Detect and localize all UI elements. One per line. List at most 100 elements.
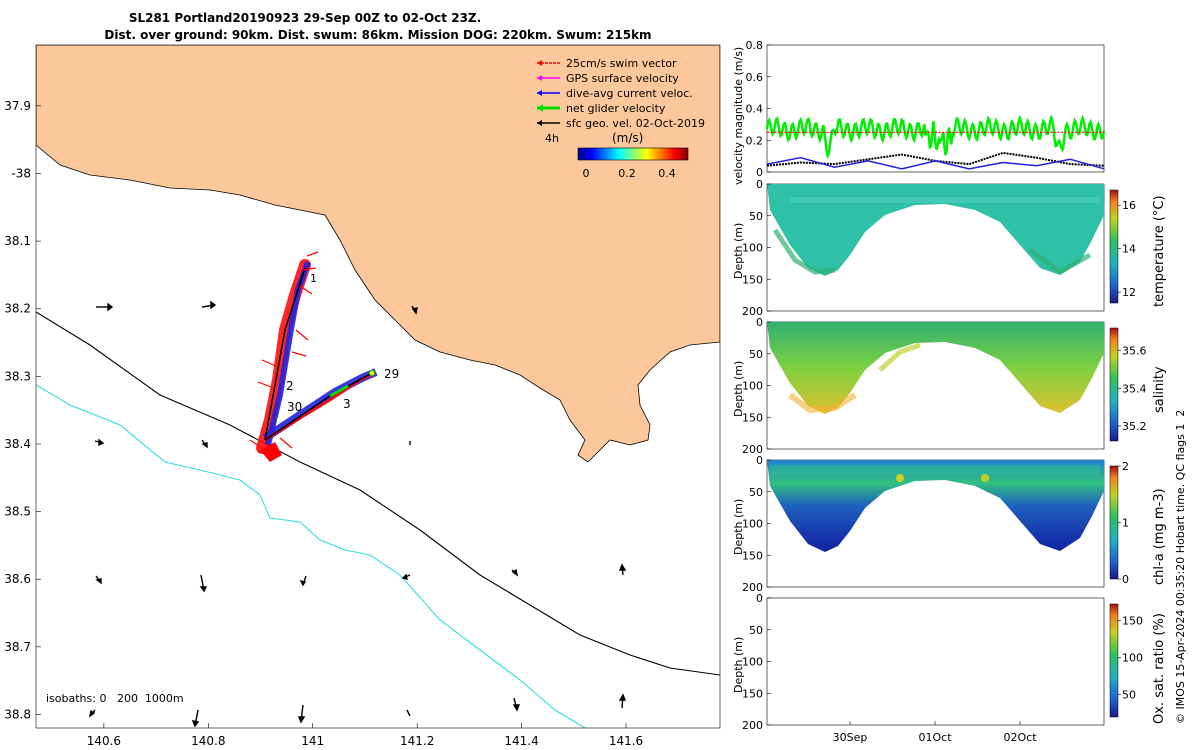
map-xtick-label: 140.6 (87, 734, 121, 748)
map-panel: 1 29 2 30 3 (4, 44, 721, 748)
net-velocity-series (765, 114, 1106, 160)
track-label-30: 30 (287, 400, 302, 414)
chla-field (767, 460, 1104, 552)
time-tick-label: 01Oct (918, 731, 952, 744)
salinity-cbar-label: salinity (1152, 366, 1167, 413)
map-ytick-label: 38.4 (4, 437, 31, 451)
legend-label-net: net glider velocity (566, 102, 666, 115)
legend-unit-label: (m/s) (612, 131, 643, 145)
temperature-field (767, 184, 1104, 276)
track-label-2: 2 (286, 379, 294, 393)
colorbar-tick-label: 150 (1122, 614, 1143, 627)
time-tick-label: 30Sep (833, 731, 868, 744)
map-ytick-label: 38.6 (4, 572, 31, 586)
colorbar-tick-0.4: 0.4 (658, 167, 676, 180)
velocity-panel: 0 0.2 0.4 0.6 0.8 velocity magnitude (m/s) (732, 39, 1106, 185)
title-line-1: SL281 Portland20190923 29-Sep 00Z to 02-… (129, 11, 481, 25)
temperature-section: Depth (m) temperature (°C) 0 50 100 150 200 1… (732, 178, 1167, 318)
colorbar-tick-label: 14 (1122, 243, 1136, 256)
depth-tick-label: 50 (749, 624, 763, 637)
sfc-geo-velocity-arrows (88, 300, 627, 728)
map-ytick-label: 37.9 (4, 99, 31, 113)
map-xtick-label: 141 (301, 734, 324, 748)
depth-tick-label: 200 (742, 719, 763, 732)
track-label-1: 1 (310, 272, 317, 285)
legend-label-sfc-geo: sfc geo. vel. 02-Oct-2019 (566, 117, 705, 130)
depth-tick-label: 50 (749, 210, 763, 223)
depth-tick-label: 100 (742, 518, 763, 531)
isobath-label: isobaths: 0 200 1000m (46, 692, 184, 705)
salinity-ylabel: Depth (m) (732, 361, 745, 417)
map-ytick-label: 38.7 (4, 640, 31, 654)
colorbar-tick-label: 50 (1122, 689, 1136, 702)
chla-colorbar (1109, 465, 1119, 580)
depth-tick-label: 150 (742, 687, 763, 700)
velocity-ylabel: velocity magnitude (m/s) (732, 47, 745, 185)
depth-tick-label: 0 (756, 316, 763, 329)
map-ytick-label: 38.5 (4, 505, 31, 519)
dive-avg-speed-series (766, 156, 1105, 170)
colorbar-tick-0: 0 (583, 167, 590, 180)
map-xtick-label: 141.2 (400, 734, 434, 748)
map-ytick-label: 38.1 (4, 234, 31, 248)
temperature-colorbar (1109, 189, 1119, 304)
map-xtick-label: 141.4 (504, 734, 538, 748)
isobath-200m (36, 311, 720, 676)
credit-text: © IMOS 15-Apr-2024 00:35:20 Hobart time.… (1174, 410, 1187, 724)
oxygen-colorbar (1109, 603, 1119, 718)
depth-tick-label: 200 (742, 581, 763, 594)
track-label-29: 29 (384, 367, 399, 381)
oxygen-ylabel: Depth (m) (732, 637, 745, 693)
salinity-field (767, 322, 1104, 414)
depth-tick-label: 100 (742, 656, 763, 669)
salinity-colorbar (1109, 327, 1119, 442)
velocity-ytick-label: 0.8 (746, 39, 764, 52)
title-line-2: Dist. over ground: 90km. Dist. swum: 86k… (104, 28, 651, 42)
colorbar-tick-label: 35.6 (1122, 345, 1147, 358)
depth-tick-label: 50 (749, 348, 763, 361)
depth-tick-label: 200 (742, 305, 763, 318)
colorbar-tick-label: 100 (1122, 652, 1143, 665)
depth-tick-label: 0 (756, 454, 763, 467)
colorbar-tick-label: 2 (1122, 460, 1129, 473)
depth-tick-label: 100 (742, 242, 763, 255)
velocity-ytick-label: 0.2 (746, 134, 764, 147)
chla-ylabel: Depth (m) (732, 499, 745, 555)
depth-tick-label: 150 (742, 411, 763, 424)
temperature-cbar-label: temperature (°C) (1152, 195, 1167, 307)
colorbar-tick-label: 16 (1122, 199, 1136, 212)
map-ytick-label: 38.3 (4, 369, 31, 383)
map-land (36, 45, 720, 463)
legend-time-label: 4h (545, 132, 559, 145)
map-legend: 25cm/s swim vector GPS surface velocity … (537, 57, 705, 180)
depth-tick-label: 0 (756, 592, 763, 605)
isobath-1000m (36, 384, 586, 728)
velocity-ytick-label: 0.6 (746, 71, 764, 84)
colorbar-tick-label: 35.2 (1122, 420, 1147, 433)
depth-tick-label: 50 (749, 486, 763, 499)
depth-tick-label: 0 (756, 178, 763, 191)
colorbar-tick-0.2: 0.2 (618, 167, 636, 180)
colorbar-tick-label: 0 (1122, 573, 1129, 586)
velocity-ytick-label: 0.4 (746, 103, 764, 116)
depth-tick-label: 150 (742, 549, 763, 562)
colorbar-tick-label: 35.4 (1122, 382, 1147, 395)
velocity-ytick-label: 0 (756, 166, 763, 179)
map-ytick-label: -38 (11, 166, 31, 180)
depth-tick-label: 200 (742, 443, 763, 456)
oxygen-section: Depth (m) Ox. sat. ratio (%) 0 50 100 150 20… (732, 592, 1167, 744)
map-axes: 140.6 140.8 141 141.2 141.4 141.6 37.9 -38 38.1 3… (4, 99, 643, 748)
chla-cbar-label: chl-a (mg m-3) (1152, 488, 1167, 585)
map-xtick-label: 140.8 (191, 734, 225, 748)
salinity-section: Depth (m) salinity 0 50 100 150 200 35.2 35.4 3… (732, 316, 1167, 456)
depth-tick-label: 150 (742, 273, 763, 286)
depth-tick-label: 100 (742, 380, 763, 393)
map-ytick-label: 38.8 (4, 707, 31, 721)
colorbar-tick-label: 1 (1122, 517, 1129, 530)
map-ytick-label: 38.2 (4, 302, 31, 316)
velocity-colorbar (577, 147, 689, 161)
temperature-ylabel: Depth (m) (732, 223, 745, 279)
legend-label-dive-avg: dive-avg current veloc. (566, 87, 693, 100)
glider-track (249, 251, 378, 462)
